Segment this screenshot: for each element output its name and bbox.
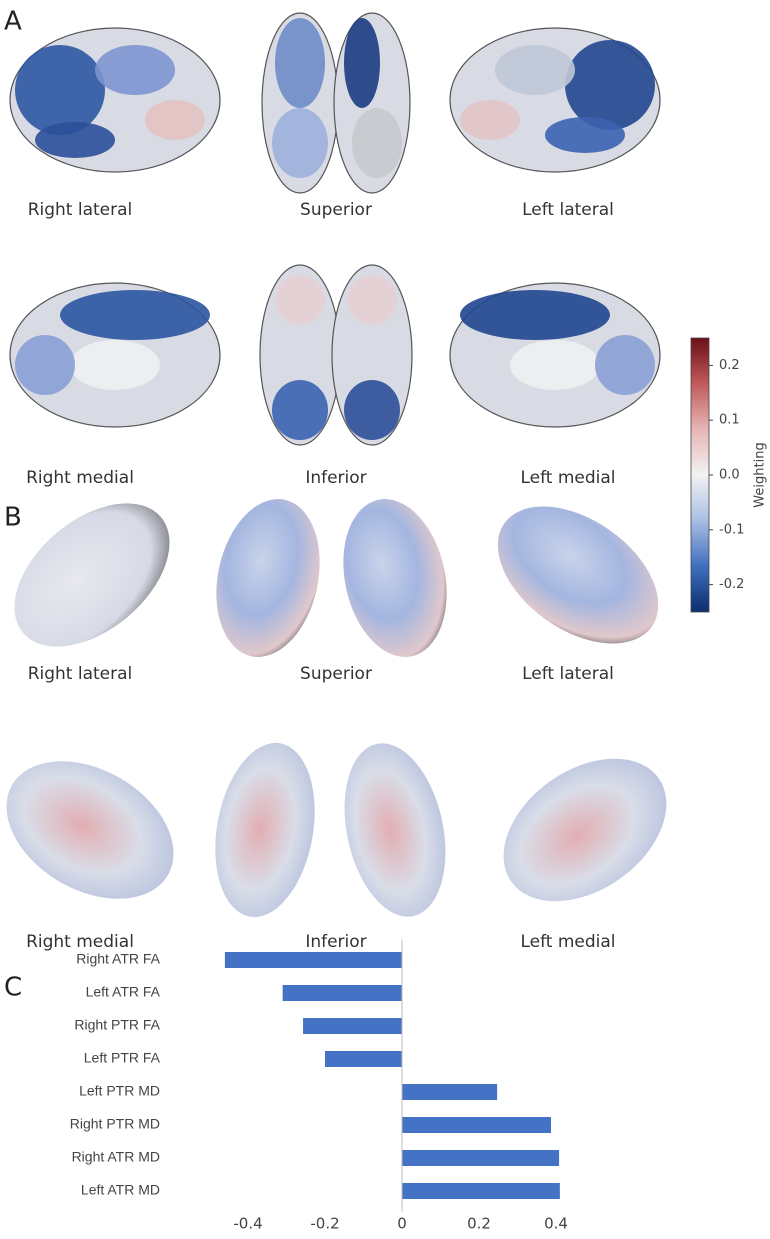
x-tick-label: 0.4 [544,1215,568,1233]
bar [282,985,402,1001]
brain-region [35,122,115,158]
subcortical-surface [503,758,667,902]
view-label: Right medial [26,468,134,488]
view-label: Right lateral [28,200,133,220]
subcortical-surface [497,506,659,644]
category-label: Left ATR FA [86,984,161,1000]
x-tick-label: 0 [397,1215,407,1233]
brain-region [595,335,655,395]
brain-region [15,45,105,135]
brain-region [60,290,210,340]
subcortical-surface [14,503,170,647]
view-label: Inferior [305,468,366,488]
bar [402,1117,551,1133]
colorbar [690,337,710,613]
bar [224,952,402,968]
subcortical-surface [343,499,447,657]
brain-region [15,335,75,395]
colorbar-tick-label: -0.2 [719,577,744,592]
brain-region [352,108,402,178]
brain-region [545,117,625,153]
category-label: Right ATR FA [76,951,160,967]
bar [402,1084,498,1100]
colorbar-tick-label: 0.0 [719,468,740,483]
subcortical-surface [344,743,446,917]
brain-region [145,100,205,140]
brain-region [272,108,328,178]
subcortical-surface [215,742,315,918]
subcortical-surface [6,761,174,899]
panel-label: A [4,7,22,37]
brain-region [275,275,325,325]
x-tick-label: -0.2 [310,1215,339,1233]
brain-region [275,18,325,108]
panel-label: C [4,973,22,1003]
category-label: Right PTR MD [70,1116,160,1132]
brain-region [565,40,655,130]
brain-region [272,380,328,440]
bar [402,1183,560,1199]
view-label: Left medial [520,468,615,488]
view-label: Superior [300,664,372,684]
panel-label: B [4,503,22,533]
category-label: Left ATR MD [81,1182,160,1198]
brain-region [495,45,575,95]
colorbar-tick-label: 0.1 [719,413,740,428]
brain-region [344,18,380,108]
x-tick-label: 0.2 [467,1215,491,1233]
view-label: Left lateral [522,664,614,684]
category-label: Right PTR FA [74,1017,160,1033]
category-label: Left PTR FA [84,1050,161,1066]
brain-region [344,380,400,440]
category-label: Right ATR MD [72,1149,160,1165]
colorbar-tick-label: 0.2 [719,358,740,373]
colorbar-tick-label: -0.1 [719,522,744,537]
bar [402,1150,560,1166]
brain-region [460,100,520,140]
brain-region [347,275,397,325]
brain-region [460,290,610,340]
view-label: Left lateral [522,200,614,220]
x-tick-label: -0.4 [233,1215,262,1233]
view-label: Superior [300,200,372,220]
category-label: Left PTR MD [79,1083,160,1099]
view-label: Left medial [520,932,615,952]
view-label: Right lateral [28,664,133,684]
subcortical-surface [216,499,320,657]
brain-region [510,340,600,390]
view-label: Inferior [305,932,366,952]
brain-region [70,340,160,390]
colorbar-title: Weighting [753,442,768,507]
view-label: Right medial [26,932,134,952]
bar [325,1051,402,1067]
brain-region [95,45,175,95]
bar [303,1018,402,1034]
